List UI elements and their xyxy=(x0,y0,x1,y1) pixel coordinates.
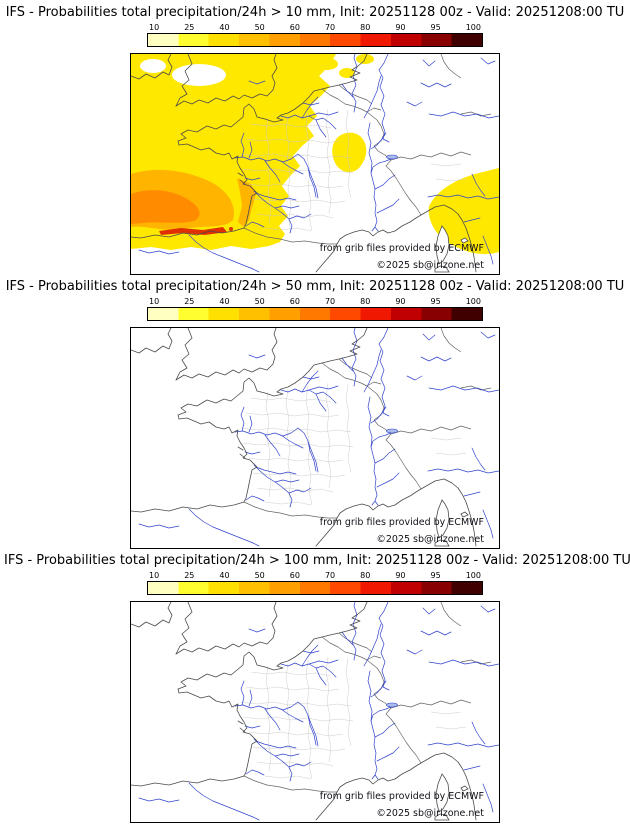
colorbar-tick-label: 90 xyxy=(395,297,406,306)
colorbar-tick-label: 80 xyxy=(360,23,371,32)
colorbar-tick-label: 100 xyxy=(465,571,481,580)
colorbar-tick-label: 50 xyxy=(254,571,265,580)
watermark-ecmwf: from grib files provided by ECMWF xyxy=(320,791,484,802)
colorbar-tick-label: 60 xyxy=(289,297,300,306)
panel-title-50mm: IFS - Probabilities total precipitation/… xyxy=(5,279,625,294)
panel-10mm: IFS - Probabilities total precipitation/… xyxy=(0,5,630,275)
colorbar-tick-label: 100 xyxy=(465,23,481,32)
map-10mm: from grib files provided by ECMWF ©2025 … xyxy=(130,53,500,275)
panel-100mm: IFS - Probabilities total precipitation/… xyxy=(0,553,630,823)
colorbar-labels: 10 25 40 50 60 70 80 90 95 100 xyxy=(147,571,483,580)
panel-title-100mm: IFS - Probabilities total precipitation/… xyxy=(4,553,630,568)
colorbar-gradient xyxy=(147,307,483,321)
panel-title-10mm: IFS - Probabilities total precipitation/… xyxy=(5,5,625,20)
watermark-ecmwf: from grib files provided by ECMWF xyxy=(320,517,484,528)
colorbar-tick-label: 25 xyxy=(184,23,195,32)
colorbar-tick-label: 50 xyxy=(254,23,265,32)
colorbar-labels: 10 25 40 50 60 70 80 90 95 100 xyxy=(147,297,483,306)
colorbar-tick-label: 60 xyxy=(289,571,300,580)
watermark-copyright: ©2025 sb@irizone.net xyxy=(376,260,484,271)
colorbar-tick-label: 90 xyxy=(395,23,406,32)
colorbar-tick-label: 10 xyxy=(149,23,160,32)
colorbar-tick-label: 80 xyxy=(360,297,371,306)
colorbar-tick-label: 70 xyxy=(324,297,336,306)
colorbar-tick-label: 80 xyxy=(360,571,371,580)
colorbar-labels: 10 25 40 50 60 70 80 90 95 100 xyxy=(147,23,483,32)
map-50mm: from grib files provided by ECMWF ©2025 … xyxy=(130,327,500,549)
colorbar-tick-label: 90 xyxy=(395,571,406,580)
colorbar-50mm: 10 25 40 50 60 70 80 90 95 100 xyxy=(147,297,483,321)
colorbar-tick-label: 40 xyxy=(219,297,230,306)
watermark-copyright: ©2025 sb@irizone.net xyxy=(376,534,484,545)
colorbar-tick-label: 95 xyxy=(430,297,441,306)
colorbar-tick-label: 40 xyxy=(219,571,230,580)
colorbar-tick-label: 70 xyxy=(324,571,336,580)
colorbar-100mm: 10 25 40 50 60 70 80 90 95 100 xyxy=(147,571,483,595)
colorbar-tick-label: 10 xyxy=(149,571,160,580)
colorbar-tick-label: 25 xyxy=(184,297,195,306)
colorbar-tick-label: 70 xyxy=(324,23,336,32)
colorbar-tick-label: 95 xyxy=(430,23,441,32)
colorbar-10mm: 10 25 40 50 60 70 80 90 95 100 xyxy=(147,23,483,47)
colorbar-tick-label: 100 xyxy=(465,297,481,306)
colorbar-gradient xyxy=(147,33,483,47)
panel-50mm: IFS - Probabilities total precipitation/… xyxy=(0,279,630,549)
colorbar-tick-label: 40 xyxy=(219,23,230,32)
map-100mm: from grib files provided by ECMWF ©2025 … xyxy=(130,601,500,823)
colorbar-tick-label: 50 xyxy=(254,297,265,306)
colorbar-tick-label: 10 xyxy=(149,297,160,306)
map-svg-100mm: from grib files provided by ECMWF ©2025 … xyxy=(131,602,499,822)
watermark-ecmwf: from grib files provided by ECMWF xyxy=(320,243,484,254)
map-svg-50mm: from grib files provided by ECMWF ©2025 … xyxy=(131,328,499,548)
colorbar-tick-label: 95 xyxy=(430,571,441,580)
colorbar-tick-label: 25 xyxy=(184,571,195,580)
map-svg-10mm: from grib files provided by ECMWF ©2025 … xyxy=(131,54,499,274)
colorbar-gradient xyxy=(147,581,483,595)
colorbar-tick-label: 60 xyxy=(289,23,300,32)
watermark-copyright: ©2025 sb@irizone.net xyxy=(376,808,484,819)
